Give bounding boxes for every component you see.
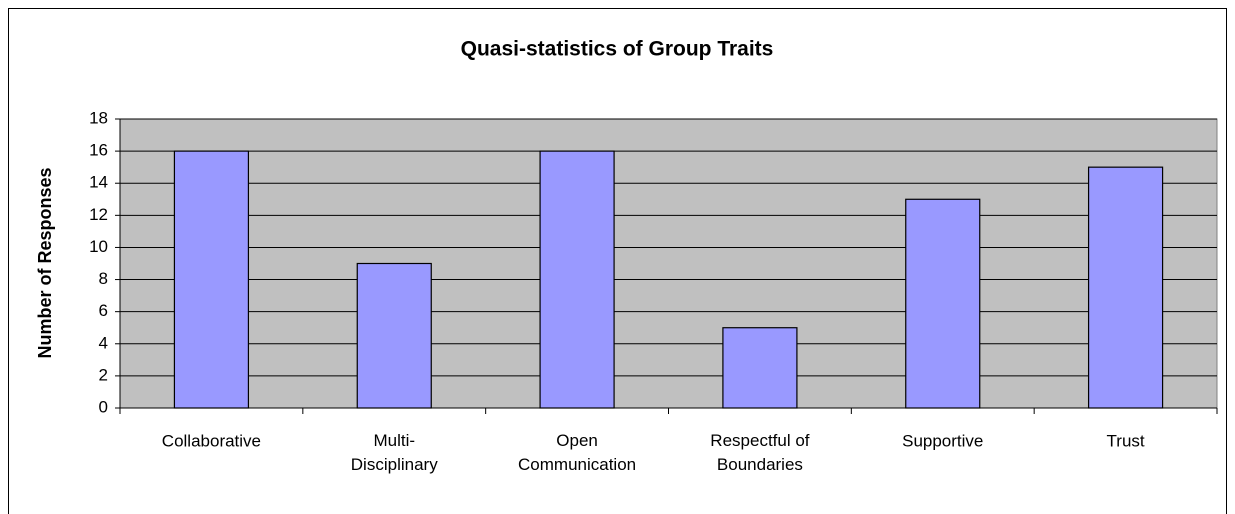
bar [539, 150, 615, 409]
y-tick-label: 10 [89, 237, 108, 256]
bar [1087, 166, 1164, 409]
x-tick-label: Respectful of Boundaries [710, 431, 809, 474]
y-tick-label: 0 [99, 397, 108, 416]
y-tick-label: 16 [89, 141, 108, 160]
y-tick-label: 2 [99, 365, 108, 384]
y-tick-label: 8 [99, 269, 108, 288]
y-tick-label: 18 [89, 108, 108, 127]
x-tick-label: Collaborative [162, 431, 261, 450]
x-tick-label: Open Communication [518, 431, 636, 474]
bar [905, 198, 981, 409]
x-tick-label: Trust [1107, 431, 1145, 450]
x-tick-label: Supportive [902, 431, 983, 450]
y-tick-label: 4 [99, 333, 108, 352]
plot-area [119, 118, 1218, 409]
x-tick-label: Multi-Disciplinary [351, 431, 438, 474]
y-axis-label: Number of Responses [35, 167, 55, 358]
y-tick-label: 14 [89, 173, 108, 192]
y-tick-label: 12 [89, 205, 108, 224]
y-tick-label: 6 [99, 301, 108, 320]
bar [722, 327, 798, 409]
bar [173, 150, 250, 409]
bar [356, 262, 432, 409]
chart-title: Quasi-statistics of Group Traits [461, 38, 774, 61]
